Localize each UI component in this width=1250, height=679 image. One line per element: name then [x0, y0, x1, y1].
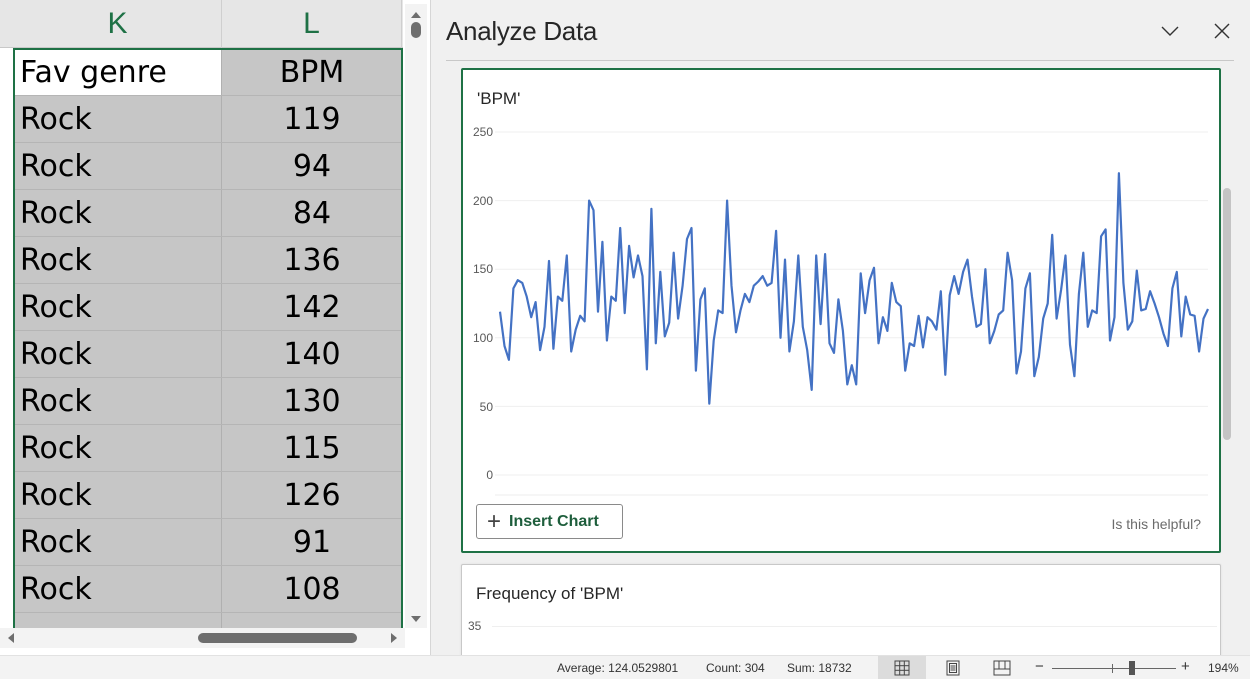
cell-bpm[interactable]: 140	[222, 331, 402, 377]
panel-scrollbar-thumb[interactable]	[1223, 188, 1231, 440]
zoom-slider-midmark	[1112, 664, 1113, 673]
insert-chart-label: Insert Chart	[509, 512, 599, 530]
scroll-right-arrow-icon[interactable]	[391, 633, 397, 643]
cell-genre[interactable]: Rock	[14, 472, 222, 518]
bpm-series-line	[498, 172, 1209, 405]
page-break-preview-button[interactable]	[978, 656, 1026, 679]
cell-bpm[interactable]: 136	[222, 237, 402, 283]
cell-bpm[interactable]: 126	[222, 472, 402, 518]
feedback-link[interactable]: Is this helpful?	[1111, 516, 1202, 532]
chevron-down-icon[interactable]	[1159, 20, 1181, 42]
page-break-preview-icon	[993, 660, 1011, 676]
cell-genre[interactable]: Rock	[14, 143, 222, 189]
cell-bpm[interactable]: 94	[222, 143, 402, 189]
cell-genre[interactable]: Rock	[14, 96, 222, 142]
table-row: Rock 84	[14, 190, 402, 237]
cell-grid: Fav genre BPM Rock 119 Rock 94 Rock 84 Rock…	[14, 49, 402, 633]
cell-bpm[interactable]: 119	[222, 96, 402, 142]
scrollbar-thumb[interactable]	[411, 22, 421, 38]
cell-genre[interactable]: Rock	[14, 566, 222, 612]
cell-bpm[interactable]: 91	[222, 519, 402, 565]
normal-view-button[interactable]	[878, 656, 926, 679]
gridline	[492, 626, 1217, 627]
table-row: Rock 91	[14, 519, 402, 566]
status-bar: Average: 124.0529801 Count: 304 Sum: 187…	[0, 655, 1250, 679]
plus-icon: +	[487, 507, 502, 535]
y-tick-label: 150	[472, 262, 493, 276]
scroll-down-arrow-icon[interactable]	[411, 616, 421, 622]
table-row: Rock 136	[14, 237, 402, 284]
page-layout-icon	[946, 660, 960, 676]
cell-genre[interactable]: Rock	[14, 190, 222, 236]
horizontal-scrollbar[interactable]	[0, 628, 405, 648]
cell-bpm[interactable]: 115	[222, 425, 402, 471]
cell-genre[interactable]: Rock	[14, 519, 222, 565]
status-count[interactable]: Count: 304	[706, 661, 765, 675]
column-header-l[interactable]: L	[222, 0, 402, 48]
analyze-data-panel: Analyze Data 'BPM' 250 200 150 100 50 0 …	[431, 0, 1250, 664]
table-row: Rock 130	[14, 378, 402, 425]
zoom-in-button[interactable]: +	[1181, 658, 1190, 675]
cell-l-header[interactable]: BPM	[222, 49, 402, 95]
divider	[446, 60, 1234, 61]
insight-card-line-chart[interactable]: 'BPM' 250 200 150 100 50 0 + Insert Char…	[461, 68, 1221, 553]
card-title: Frequency of 'BPM'	[476, 584, 624, 603]
table-row: Rock 142	[14, 284, 402, 331]
table-row: Rock 108	[14, 566, 402, 613]
table-row: Rock 94	[14, 143, 402, 190]
scroll-left-arrow-icon[interactable]	[8, 633, 14, 643]
column-header-k[interactable]: K	[14, 0, 222, 48]
cell-genre[interactable]: Rock	[14, 425, 222, 471]
page-layout-view-button[interactable]	[929, 656, 977, 679]
close-icon[interactable]	[1211, 20, 1233, 42]
cell-genre[interactable]: Rock	[14, 237, 222, 283]
insight-card-frequency[interactable]: Frequency of 'BPM' 35	[461, 564, 1221, 664]
scroll-up-arrow-icon[interactable]	[411, 12, 421, 18]
cell-genre[interactable]: Rock	[14, 378, 222, 424]
vertical-scrollbar[interactable]	[405, 4, 427, 628]
normal-view-icon	[894, 660, 910, 676]
cell-bpm[interactable]: 84	[222, 190, 402, 236]
column-headers: K L	[0, 0, 403, 48]
cell-genre[interactable]: Rock	[14, 331, 222, 377]
zoom-level[interactable]: 194%	[1208, 661, 1239, 675]
status-sum[interactable]: Sum: 18732	[787, 661, 852, 675]
line-chart	[495, 131, 1209, 496]
zoom-slider[interactable]	[1052, 668, 1176, 669]
y-tick-label: 100	[472, 331, 493, 345]
table-row: Rock 115	[14, 425, 402, 472]
y-tick-label: 0	[486, 468, 493, 482]
cell-genre[interactable]: Rock	[14, 284, 222, 330]
table-row: Rock 126	[14, 472, 402, 519]
y-tick-label: 250	[472, 125, 493, 139]
table-row: Fav genre BPM	[14, 49, 402, 96]
zoom-out-button[interactable]: −	[1035, 658, 1044, 675]
cell-bpm[interactable]: 142	[222, 284, 402, 330]
spreadsheet-grid: K L Fav genre BPM Rock 119 Rock 94 Rock 84 …	[0, 0, 430, 655]
y-tick-label: 50	[479, 400, 493, 414]
table-row: Rock 119	[14, 96, 402, 143]
status-average[interactable]: Average: 124.0529801	[557, 661, 679, 675]
cell-bpm[interactable]: 130	[222, 378, 402, 424]
zoom-slider-thumb[interactable]	[1129, 661, 1135, 675]
cell-bpm[interactable]: 108	[222, 566, 402, 612]
y-tick-label: 200	[472, 194, 493, 208]
pane-divider[interactable]	[430, 0, 431, 655]
y-tick-label: 35	[468, 619, 482, 633]
insert-chart-button[interactable]: + Insert Chart	[476, 504, 623, 539]
scrollbar-thumb[interactable]	[198, 633, 357, 643]
panel-title: Analyze Data	[446, 16, 598, 46]
table-row: Rock 140	[14, 331, 402, 378]
card-title: 'BPM'	[477, 89, 521, 108]
cell-k-header[interactable]: Fav genre	[14, 49, 222, 95]
